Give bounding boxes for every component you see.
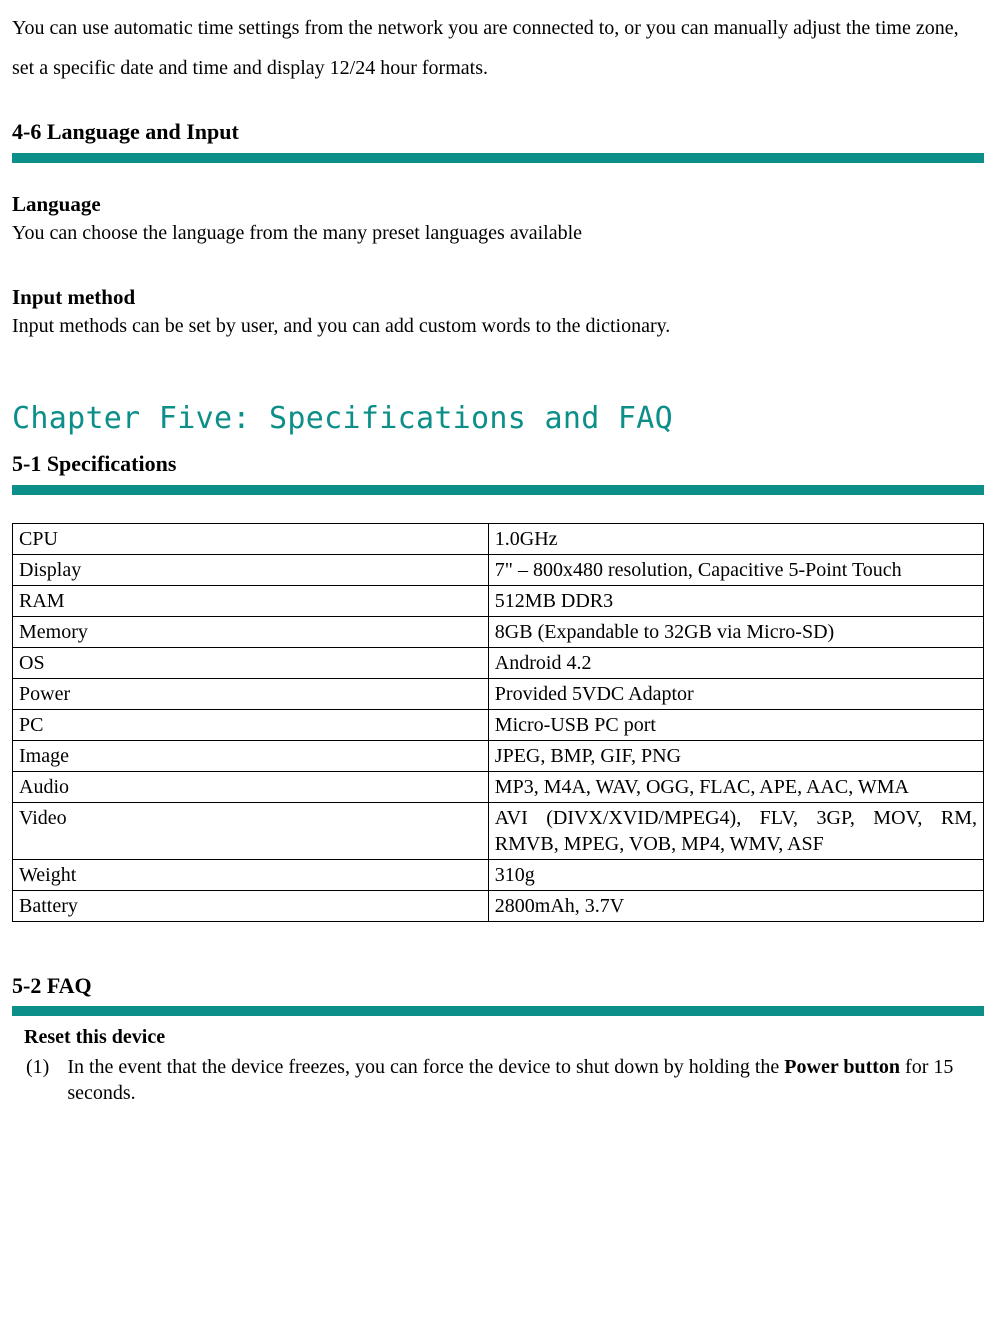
spec-label: CPU [13,523,489,554]
faq-item-number: (1) [26,1054,49,1106]
spec-label: Battery [13,890,489,921]
spec-label: Power [13,678,489,709]
divider-5-1 [12,485,984,495]
section-4-6-heading: 4-6 Language and Input [12,118,984,147]
table-row: Display7" – 800x480 resolution, Capaciti… [13,554,984,585]
spec-label: Audio [13,771,489,802]
spec-value: Provided 5VDC Adaptor [488,678,983,709]
faq-item: (1) In the event that the device freezes… [24,1054,984,1106]
spec-value: 2800mAh, 3.7V [488,890,983,921]
table-row: ImageJPEG, BMP, GIF, PNG [13,740,984,771]
section-5-2-heading: 5-2 FAQ [12,972,984,1001]
input-method-subheading: Input method [12,284,984,311]
spec-label: Memory [13,616,489,647]
spec-value: Micro-USB PC port [488,709,983,740]
table-row: RAM512MB DDR3 [13,585,984,616]
faq-item-text: In the event that the device freezes, yo… [67,1054,984,1106]
spec-value: 7" – 800x480 resolution, Capacitive 5-Po… [488,554,983,585]
divider-4-6 [12,153,984,163]
input-method-text: Input methods can be set by user, and yo… [12,313,984,339]
spec-label: Display [13,554,489,585]
table-row: OSAndroid 4.2 [13,647,984,678]
table-row: Weight310g [13,859,984,890]
language-subheading: Language [12,191,984,218]
table-row: PowerProvided 5VDC Adaptor [13,678,984,709]
spec-value: AVI (DIVX/XVID/MPEG4), FLV, 3GP, MOV, RM… [488,802,983,859]
spec-value: JPEG, BMP, GIF, PNG [488,740,983,771]
table-row: CPU1.0GHz [13,523,984,554]
faq-power-button: Power button [784,1056,900,1078]
table-row: Memory8GB (Expandable to 32GB via Micro-… [13,616,984,647]
spec-value: 1.0GHz [488,523,983,554]
faq-text-before: In the event that the device freezes, yo… [67,1056,784,1078]
spec-label: Video [13,802,489,859]
intro-paragraph: You can use automatic time settings from… [12,8,984,88]
spec-label: Weight [13,859,489,890]
faq-reset-title: Reset this device [24,1024,984,1050]
spec-value: 8GB (Expandable to 32GB via Micro-SD) [488,616,983,647]
spec-label: OS [13,647,489,678]
spec-value: 512MB DDR3 [488,585,983,616]
specifications-table: CPU1.0GHzDisplay7" – 800x480 resolution,… [12,523,984,922]
spec-value: MP3, M4A, WAV, OGG, FLAC, APE, AAC, WMA [488,771,983,802]
divider-5-2 [12,1006,984,1016]
spec-value: Android 4.2 [488,647,983,678]
spec-value: 310g [488,859,983,890]
section-5-1-heading: 5-1 Specifications [12,450,984,479]
language-text: You can choose the language from the man… [12,220,984,246]
spec-label: RAM [13,585,489,616]
chapter-5-title: Chapter Five: Specifications and FAQ [12,399,984,438]
table-row: AudioMP3, M4A, WAV, OGG, FLAC, APE, AAC,… [13,771,984,802]
table-row: VideoAVI (DIVX/XVID/MPEG4), FLV, 3GP, MO… [13,802,984,859]
spec-label: PC [13,709,489,740]
table-row: Battery2800mAh, 3.7V [13,890,984,921]
spec-label: Image [13,740,489,771]
table-row: PCMicro-USB PC port [13,709,984,740]
